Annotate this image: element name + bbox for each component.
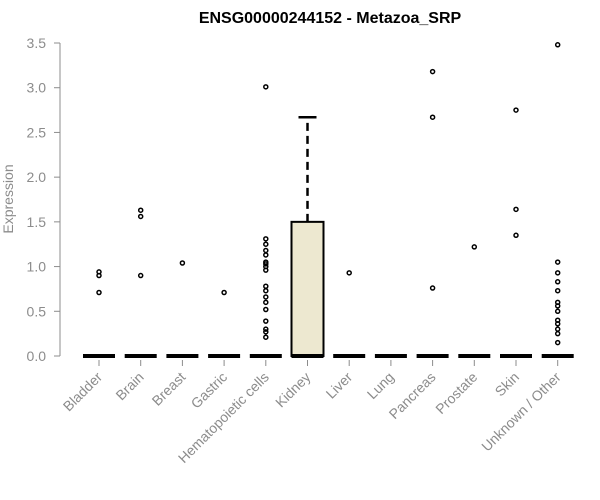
y-tick-label: 3.5 [27,35,47,51]
outlier-point [137,272,144,279]
outlier-point [554,326,561,332]
box-group [416,68,449,358]
x-tick-label: Unknown / Other [478,369,564,455]
box-group [124,207,157,358]
box-plot-series [83,42,574,358]
y-tick-label: 2.5 [27,124,47,140]
outlier-point [554,287,561,294]
box-group [166,260,199,358]
x-tick-label: Skin [492,369,523,400]
outlier-point [513,107,519,113]
box-group [458,244,491,358]
outlier-point [263,236,269,242]
outlier-point [263,283,269,289]
x-tick-label: Kidney [272,369,314,411]
outlier-point [429,114,436,120]
box-group [290,115,325,358]
x-tick-label: Brain [112,369,146,403]
outlier-point [263,252,269,258]
y-tick-label: 0.5 [27,303,47,319]
outlier-point [554,330,561,337]
chart-title: ENSG00000244152 - Metazoa_SRP [199,10,462,27]
outlier-point [179,260,186,266]
box-group [249,84,282,358]
x-tick-label: Prostate [432,369,480,417]
outlier-point [346,270,352,276]
outlier-point [263,318,269,324]
outlier-point [137,213,144,220]
box-group [500,107,532,358]
outlier-point [263,334,269,340]
outlier-point [554,317,561,323]
outlier-point [263,329,269,335]
outlier-point [554,42,561,48]
y-tick-label: 1.5 [27,214,47,230]
outlier-point [96,289,102,296]
y-tick-label: 1.0 [27,259,47,275]
y-tick-label: 3.0 [27,80,47,96]
outlier-point [429,285,436,291]
y-axis-label: Expression [0,164,16,233]
outlier-point [221,289,227,296]
outlier-point [96,269,102,275]
outlier-point [554,339,561,346]
x-tick-label: Bladder [60,369,106,415]
box-group [83,269,115,358]
y-tick-label: 0.0 [27,348,47,364]
outlier-point [554,259,561,265]
x-tick-label: Breast [149,369,189,409]
outlier-point [471,244,478,250]
box-iqr [290,220,325,357]
outlier-point [554,279,561,285]
outlier-point [554,308,561,315]
box-group [541,42,574,358]
outlier-point [263,84,269,90]
box-group [333,270,366,358]
outlier-point [513,232,519,239]
outlier-point [263,247,269,254]
outlier-point [263,259,269,265]
x-tick-label: Lung [364,369,397,402]
outlier-point [554,270,561,276]
outlier-point [263,306,269,313]
box-group [208,289,241,358]
y-axis-ticks: 0.0 0.5 1.0 1.5 2.0 2.5 3.0 3.5 [27,35,60,364]
outlier-point [263,287,269,294]
outlier-point [429,68,436,75]
outlier-point [263,241,269,247]
outlier-point [137,207,144,213]
outlier-point [263,299,269,306]
outlier-point [554,299,561,306]
outlier-point [263,294,269,300]
outlier-point [513,206,519,213]
outlier-point [263,326,269,332]
y-tick-label: 2.0 [27,169,47,185]
x-tick-label: Liver [323,369,356,402]
